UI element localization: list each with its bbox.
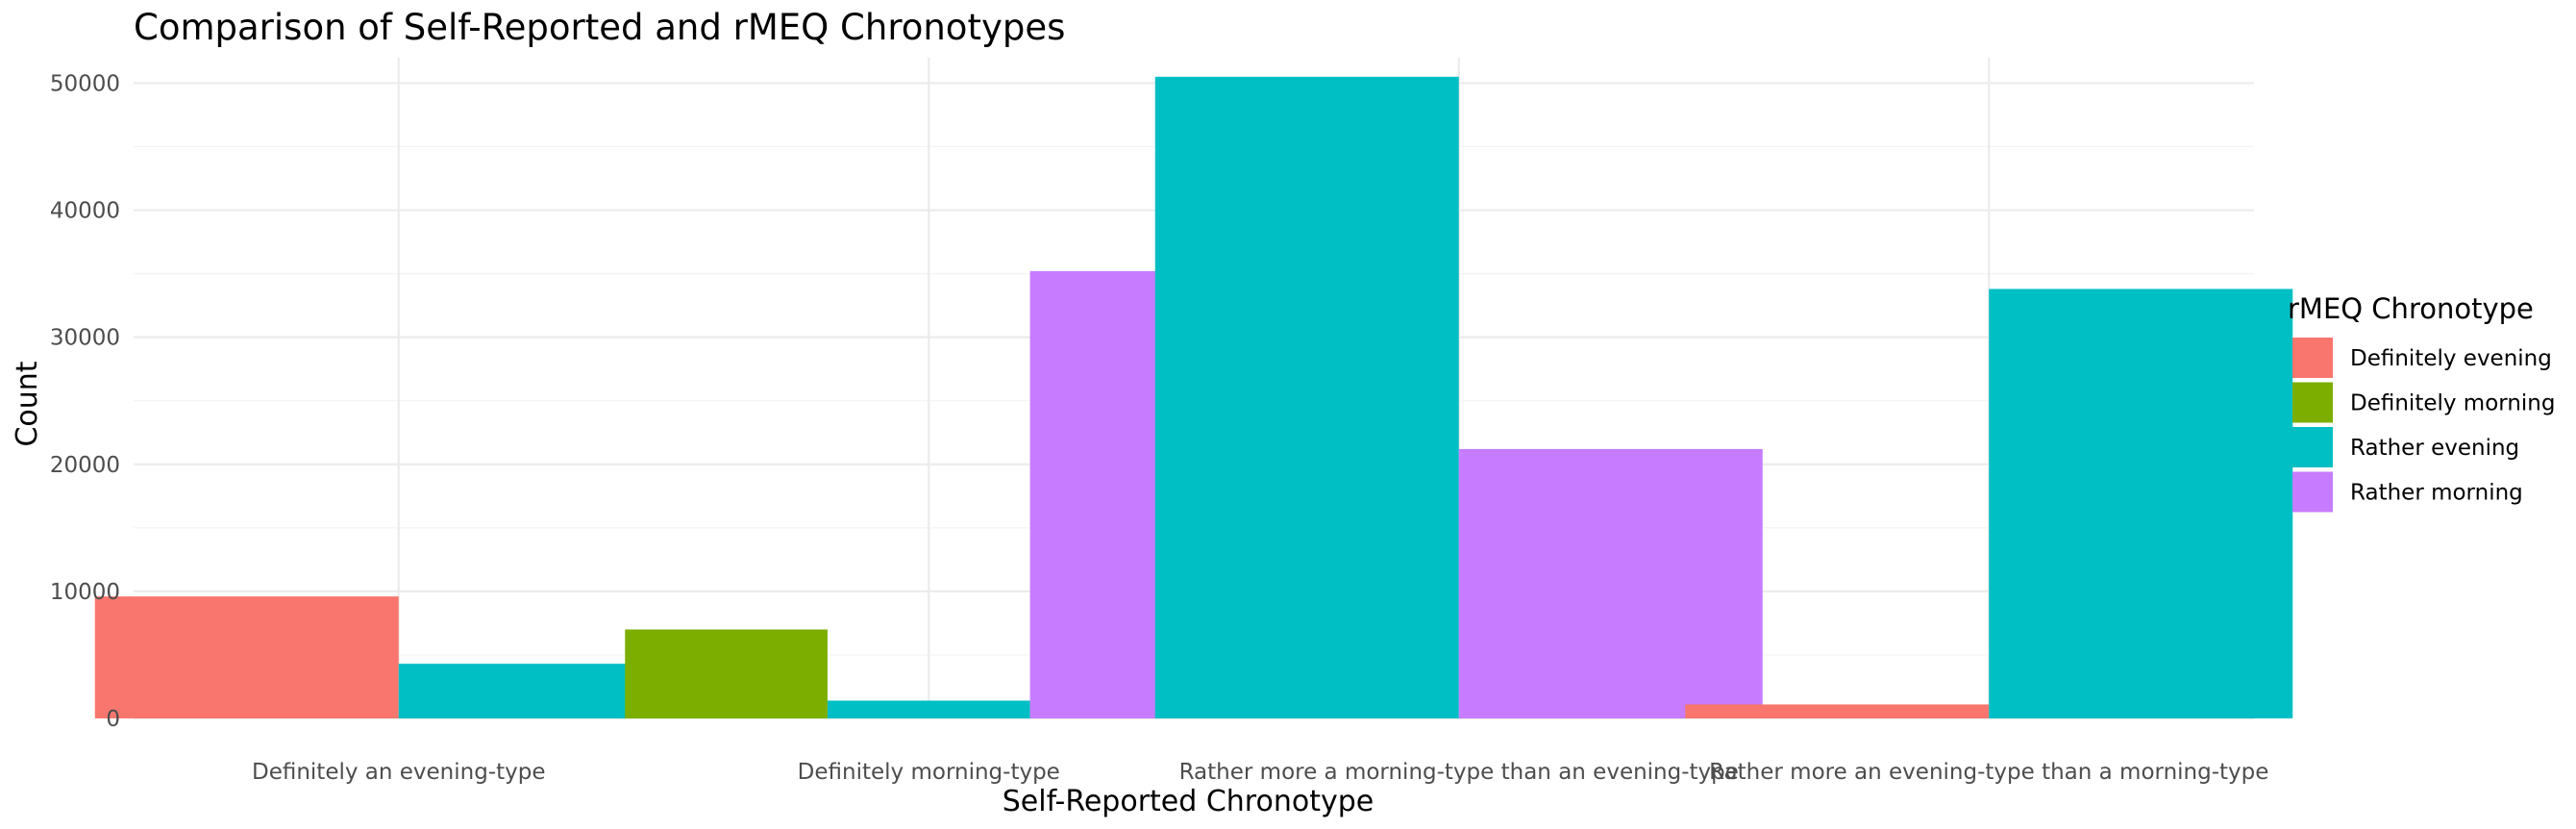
y-tick-label: 30000 bbox=[50, 326, 120, 351]
y-tick-label: 20000 bbox=[50, 453, 120, 478]
bar bbox=[94, 596, 399, 718]
y-tick-label: 40000 bbox=[50, 199, 120, 224]
x-tick-label: Rather more an evening-type than a morni… bbox=[1709, 760, 2268, 785]
legend-swatch bbox=[2292, 338, 2333, 378]
x-axis-title: Self-Reported Chronotype bbox=[1003, 785, 1374, 818]
y-tick-labels: 0 10000 20000 30000 40000 50000 bbox=[50, 71, 120, 732]
legend-label: Definitely morning bbox=[2350, 391, 2555, 416]
y-tick-label: 10000 bbox=[50, 580, 120, 605]
bar bbox=[625, 629, 828, 718]
x-tick-label: Definitely morning-type bbox=[798, 760, 1060, 785]
bar bbox=[827, 700, 1030, 718]
y-tick-label: 0 bbox=[106, 707, 120, 732]
legend-items: Definitely evening Definitely morning Rath… bbox=[2292, 338, 2555, 513]
legend-label: Rather morning bbox=[2350, 481, 2523, 506]
y-axis-title: Count bbox=[11, 361, 44, 446]
bar bbox=[1685, 704, 1990, 718]
chart-title: Comparison of Self-Reported and rMEQ Chr… bbox=[134, 7, 1065, 48]
bars bbox=[94, 76, 2293, 718]
x-tick-label: Rather more a morning-type than an eveni… bbox=[1179, 760, 1739, 785]
bar bbox=[1154, 76, 1459, 718]
legend-swatch bbox=[2292, 427, 2333, 467]
bar bbox=[1989, 289, 2293, 718]
legend: rMEQ Chronotype Definitely eveningDefini… bbox=[2288, 292, 2555, 513]
legend-swatch bbox=[2292, 471, 2333, 513]
legend-swatch bbox=[2292, 382, 2333, 423]
x-tick-label: Definitely an evening-type bbox=[252, 760, 546, 785]
legend-label: Rather evening bbox=[2350, 436, 2519, 461]
legend-label: Definitely evening bbox=[2350, 346, 2552, 371]
x-tick-labels: Definitely an evening-type Definitely mor… bbox=[252, 760, 2268, 785]
bar bbox=[1458, 448, 1763, 718]
legend-title: rMEQ Chronotype bbox=[2288, 292, 2534, 325]
y-tick-label: 50000 bbox=[50, 71, 120, 96]
